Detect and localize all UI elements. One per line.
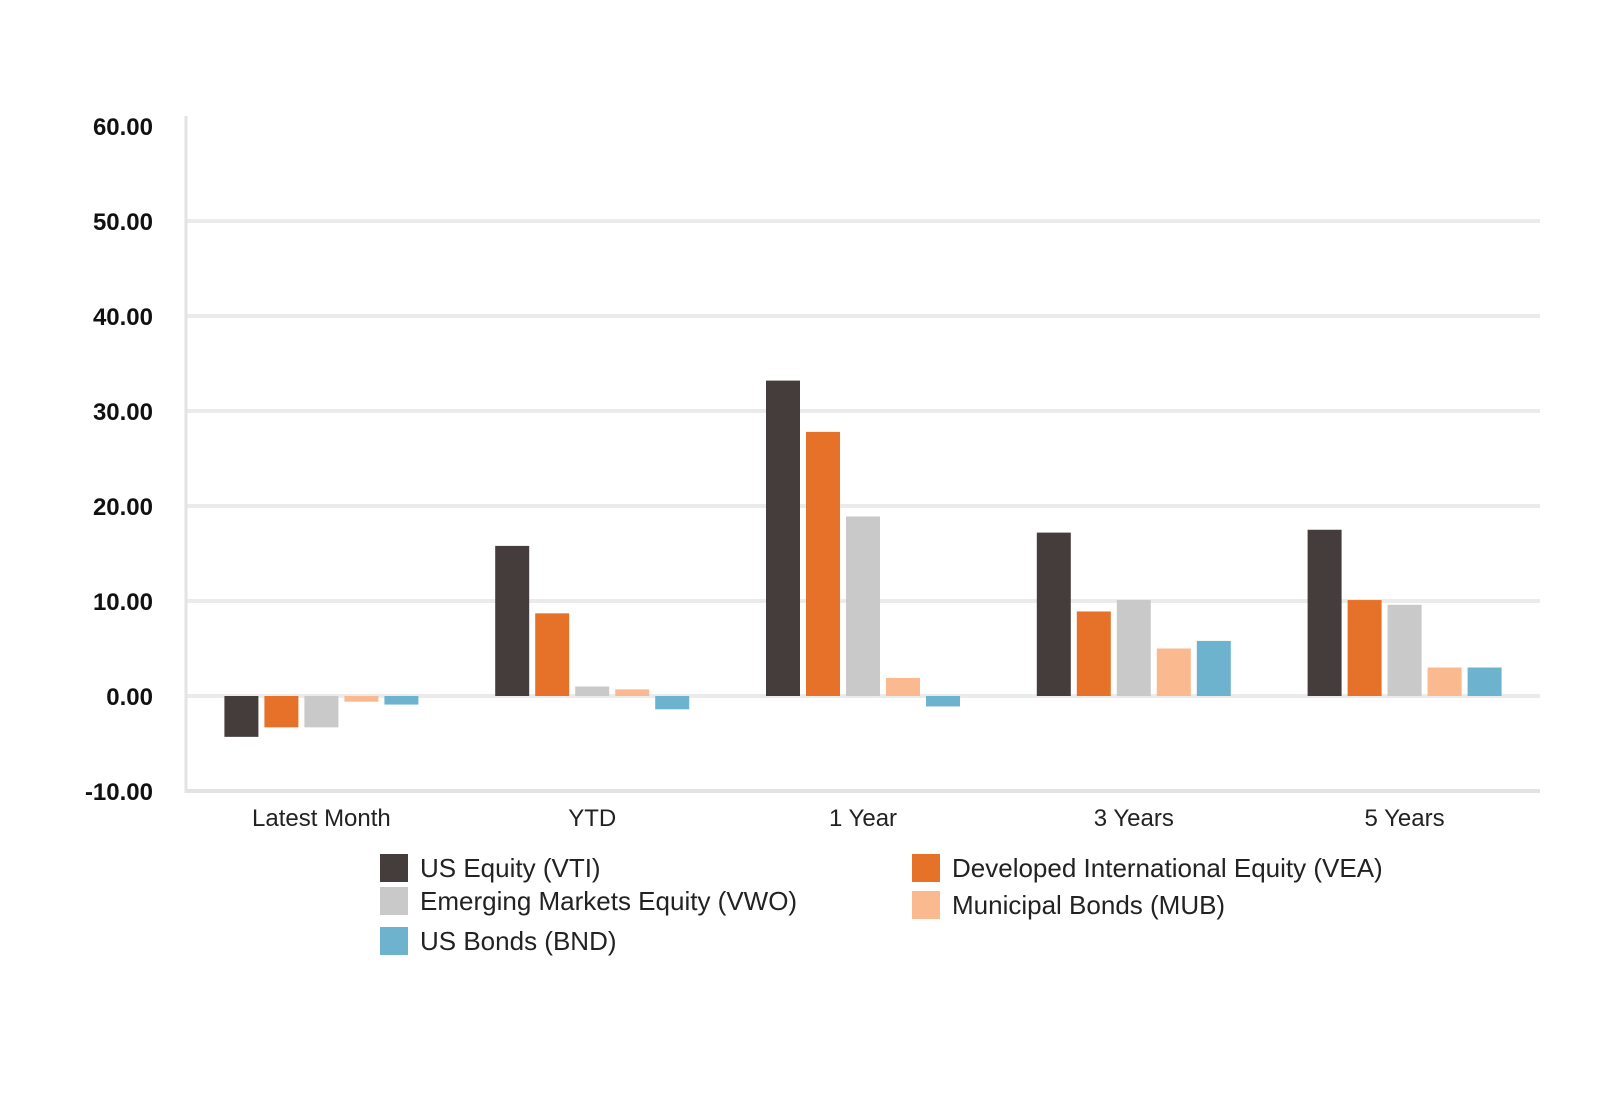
bar — [926, 696, 960, 707]
bar — [384, 696, 419, 705]
bar — [264, 696, 299, 728]
bars — [224, 380, 1502, 737]
legend-swatch — [380, 854, 408, 882]
y-tick-label: 10.00 — [93, 589, 153, 616]
bar — [655, 696, 690, 710]
legend-swatch — [380, 927, 408, 955]
legend-label: Developed International Equity (VEA) — [952, 853, 1383, 883]
axes — [184, 116, 1540, 793]
x-tick-label: 3 Years — [1094, 805, 1174, 832]
x-tick-label: 5 Years — [1365, 805, 1445, 832]
bar — [1467, 667, 1502, 696]
y-tick-label: 20.00 — [93, 494, 153, 521]
bar — [344, 696, 379, 702]
legend: US Equity (VTI) Developed International E… — [380, 853, 1383, 956]
x-tick-labels: Latest Month YTD 1 Year 3 Years 5 Years — [252, 805, 1445, 832]
x-tick-label: Latest Month — [252, 805, 391, 832]
bar — [1196, 640, 1231, 696]
legend-swatch — [912, 854, 940, 882]
bar — [1036, 532, 1071, 696]
legend-label: US Bonds (BND) — [420, 926, 617, 956]
bar — [1156, 648, 1191, 696]
bar — [1427, 667, 1462, 696]
bar — [495, 545, 530, 696]
bar — [846, 516, 880, 696]
legend-swatch — [380, 887, 408, 915]
bar — [1116, 600, 1151, 696]
legend-item: Municipal Bonds (MUB) — [912, 890, 1225, 920]
x-tick-label: 1 Year — [829, 805, 897, 832]
legend-item: US Bonds (BND) — [380, 926, 617, 956]
bar — [224, 696, 259, 737]
y-tick-label: 30.00 — [93, 399, 153, 426]
bar — [1076, 611, 1111, 696]
bar — [1387, 604, 1422, 696]
y-tick-label: 40.00 — [93, 304, 153, 331]
bar — [1347, 600, 1382, 696]
legend-label: Emerging Markets Equity (VWO) — [420, 886, 797, 916]
y-tick-label: 0.00 — [106, 684, 153, 711]
bar — [766, 380, 800, 696]
y-tick-label: -10.00 — [85, 779, 153, 806]
y-tick-label: 60.00 — [93, 114, 153, 141]
legend-item: Emerging Markets Equity (VWO) — [380, 886, 797, 916]
y-tick-labels: 60.00 50.00 40.00 30.00 20.00 10.00 0.00 -10.00 — [85, 114, 153, 806]
y-tick-label: 50.00 — [93, 209, 153, 236]
legend-item: US Equity (VTI) — [380, 853, 601, 883]
legend-label: Municipal Bonds (MUB) — [952, 890, 1225, 920]
bar — [535, 613, 570, 696]
bar — [304, 696, 339, 728]
bar — [1307, 529, 1342, 696]
bar — [886, 677, 920, 696]
legend-swatch — [912, 891, 940, 919]
legend-item: Developed International Equity (VEA) — [912, 853, 1383, 883]
legend-label: US Equity (VTI) — [420, 853, 601, 883]
bar — [806, 431, 840, 696]
bar — [575, 686, 610, 696]
x-tick-label: YTD — [568, 805, 616, 832]
bar — [615, 689, 650, 696]
